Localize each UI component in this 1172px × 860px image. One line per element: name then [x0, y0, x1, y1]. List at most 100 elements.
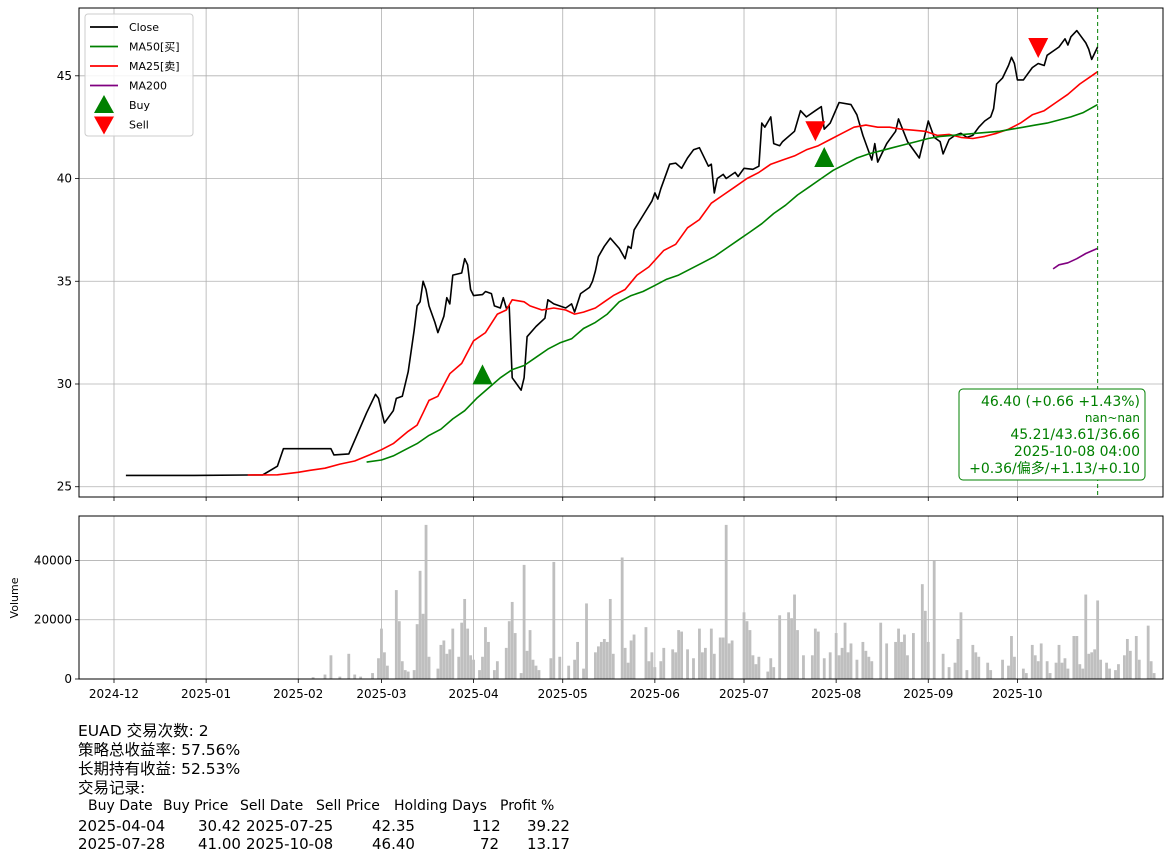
volume-bar: [394, 590, 398, 679]
x-tick-label: 2024-12: [89, 687, 139, 701]
volume-bar: [1137, 659, 1141, 679]
cell-buy-price: 30.42: [198, 817, 241, 835]
volume-bar: [772, 667, 776, 679]
volume-bar: [647, 661, 651, 679]
y-tick-label: 20000: [34, 613, 72, 627]
volume-bar: [813, 628, 817, 679]
buy-hold-return-text: 长期持有收益: 52.53%: [78, 760, 241, 778]
volume-bar: [415, 624, 419, 679]
volume-bar: [377, 658, 380, 679]
volume-bar: [932, 560, 936, 679]
volume-bar: [1057, 644, 1061, 679]
price-panel: 25 30 35 40 45 Close MA50[买] MA25[卖] MA200 Buy Se…: [57, 7, 1164, 501]
volume-bar: [757, 656, 761, 679]
volume-bar: [558, 656, 562, 679]
buy-marker: [472, 364, 493, 385]
volume-bar: [900, 641, 903, 679]
cell-buy-date: 2025-04-04: [78, 817, 166, 835]
volume-bar: [510, 601, 514, 679]
volume-bar: [926, 641, 930, 679]
volume-bar: [822, 658, 826, 679]
volume-bar: [974, 652, 978, 679]
volume-bar: [1134, 636, 1138, 679]
volume-bar: [837, 655, 841, 679]
volume-bar: [594, 652, 597, 679]
volume-bar: [671, 649, 675, 679]
x-tick-label: 2025-08: [811, 687, 861, 701]
volume-bar: [585, 603, 588, 679]
volume-bar: [730, 640, 734, 679]
volume-bar: [602, 638, 606, 679]
volume-bar: [796, 630, 799, 679]
volume-bar: [912, 633, 915, 679]
volume-y-ticks: 0 20000 40000: [34, 553, 79, 686]
volume-bar: [787, 612, 790, 679]
volume-bar: [1105, 662, 1108, 679]
volume-bar: [1081, 668, 1085, 679]
volume-bar: [1122, 655, 1126, 679]
volume-bar: [971, 644, 975, 679]
x-tick-label: 2025-04: [449, 687, 499, 701]
volume-bar: [611, 653, 615, 679]
volume-bar: [1045, 661, 1049, 679]
volume-bar: [849, 643, 853, 679]
volume-bar: [870, 661, 874, 679]
volume-bar: [608, 598, 612, 679]
volume-bar: [383, 652, 386, 679]
volume-bar: [605, 641, 609, 679]
series-line-ma25: [247, 71, 1099, 476]
volume-bar: [1090, 652, 1094, 679]
volume-bar: [650, 652, 654, 679]
volume-bar: [567, 665, 571, 679]
volume-bar: [855, 659, 859, 679]
volume-bar: [989, 670, 993, 679]
volume-bar: [662, 647, 666, 679]
volume-bar: [686, 649, 689, 679]
series-line-ma50: [366, 103, 1098, 463]
volume-bar: [1060, 662, 1064, 679]
volume-bar: [1075, 636, 1079, 679]
volume-bar: [599, 641, 603, 679]
volume-bar: [1096, 600, 1100, 679]
cell-sell-date: 2025-10-08: [246, 835, 334, 853]
volume-bar: [956, 638, 960, 679]
legend-items: Close MA50[买] MA25[卖] MA200 Buy Sell: [90, 21, 180, 135]
volume-bar: [1033, 655, 1037, 679]
volume-bar: [528, 630, 532, 679]
volume-bar: [371, 673, 374, 679]
x-tick-label: 2025-10: [992, 687, 1042, 701]
volume-bar: [644, 627, 648, 679]
cell-sell-price: 46.40: [372, 835, 415, 853]
volume-bar: [311, 677, 315, 679]
volume-bar: [1114, 670, 1117, 679]
series-line-close: [125, 29, 1099, 477]
volume-bar: [629, 640, 633, 679]
info-line-1: 46.40 (+0.66 +1.43%): [981, 394, 1140, 410]
volume-bar: [439, 644, 443, 679]
x-tick-label: 2025-07: [719, 687, 769, 701]
volume-bar: [867, 656, 871, 679]
buy-marker: [814, 146, 835, 167]
volume-bar: [1072, 636, 1076, 679]
volume-bar: [1048, 673, 1052, 679]
y-tick-label: 35: [57, 274, 72, 288]
legend-box: [84, 13, 194, 137]
volume-bar: [620, 557, 624, 679]
volume-bar: [457, 656, 461, 679]
volume-bar: [466, 628, 470, 679]
volume-bar: [531, 659, 535, 679]
volume-bar: [748, 630, 752, 679]
volume-bar: [400, 661, 404, 679]
volume-bar: [701, 652, 704, 679]
volume-bar: [347, 653, 351, 679]
volume-bar: [885, 643, 889, 679]
volume-bar: [653, 667, 657, 679]
volume-bar: [386, 665, 389, 679]
cell-profit: 39.22: [527, 817, 570, 835]
series-line-ma200: [1052, 247, 1098, 270]
volume-bar: [448, 649, 452, 679]
x-tick-label: 2025-09: [903, 687, 953, 701]
legend-label: MA50[买]: [129, 41, 180, 54]
volume-bar: [487, 641, 490, 679]
volume-bar: [582, 668, 585, 679]
